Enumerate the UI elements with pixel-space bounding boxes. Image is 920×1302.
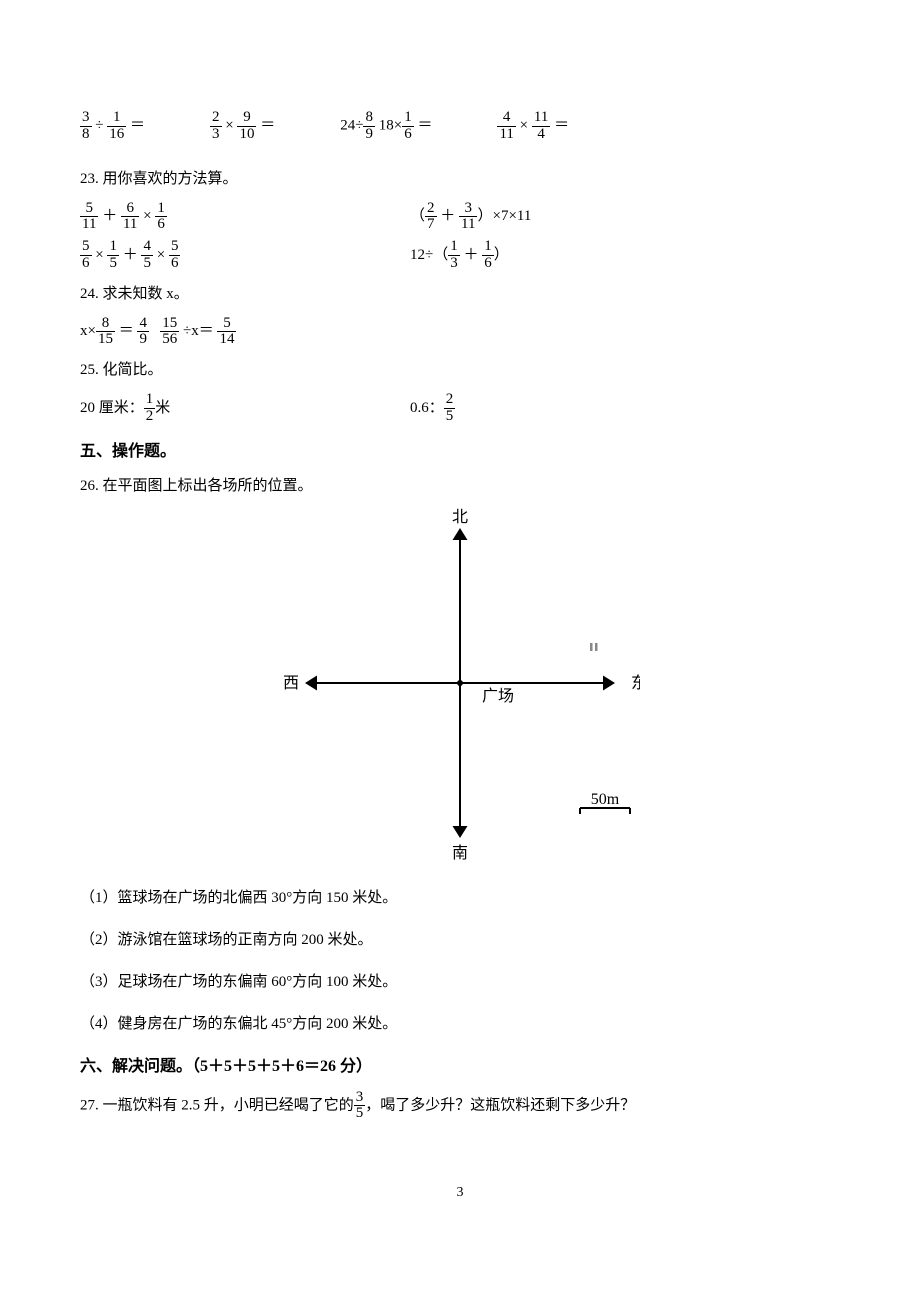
q26-item-3: （3）足球场在广场的东偏南 60°方向 100 米处。 — [80, 970, 840, 994]
eq-2: 23 × 910 ＝ — [210, 110, 275, 143]
eq-1: 38 ÷ 116 ＝ — [80, 110, 145, 143]
equation-row-1: 38 ÷ 116 ＝ 23 × 910 ＝ 24÷89 18×16 ＝ 411 … — [80, 110, 840, 143]
svg-text:广场: 广场 — [482, 687, 514, 705]
q23-row1: 511 ＋ 611 × 16 （27 ＋ 311）×7×11 — [80, 201, 840, 234]
q24-label: 24. 求未知数 x。 — [80, 282, 840, 306]
section-6-head: 六、解决问题。（5＋5＋5＋5＋6＝26 分） — [80, 1054, 840, 1080]
q26-items: （1）篮球场在广场的北偏西 30°方向 150 米处。 （2）游泳馆在篮球场的正… — [80, 886, 840, 1036]
section-5-head: 五、操作题。 — [80, 439, 840, 465]
svg-text:西: 西 — [283, 675, 299, 692]
svg-text:东: 东 — [631, 674, 640, 692]
compass-diagram: 北南 东 西广场 50m — [80, 508, 840, 868]
q26-item-4: （4）健身房在广场的东偏北 45°方向 200 米处。 — [80, 1012, 840, 1036]
q25-label: 25. 化简比。 — [80, 358, 840, 382]
page-content: 38 ÷ 116 ＝ 23 × 910 ＝ 24÷89 18×16 ＝ 411 … — [0, 0, 920, 1245]
q26-item-2: （2）游泳馆在篮球场的正南方向 200 米处。 — [80, 928, 840, 952]
eq-4: 411 × 114 ＝ — [497, 110, 569, 143]
q24-expr: x×815 ＝ 49 1556 ÷x＝ 514 — [80, 316, 840, 349]
svg-text:北: 北 — [452, 508, 468, 526]
q27: 27. 一瓶饮料有 2.5 升，小明已经喝了它的35，喝了多少升？这瓶饮料还剩下… — [80, 1090, 840, 1123]
svg-text:南: 南 — [452, 844, 468, 862]
q26-label: 26. 在平面图上标出各场所的位置。 — [80, 474, 840, 498]
compass-svg: 北南 东 西广场 50m — [280, 508, 640, 868]
svg-text:50m: 50m — [591, 791, 620, 808]
q25-row: 20 厘米：12米 0.6：25 — [80, 392, 840, 425]
q23-row2: 56 × 15 ＋ 45 × 56 12÷（13 ＋ 16） — [80, 239, 840, 272]
q26-item-1: （1）篮球场在广场的北偏西 30°方向 150 米处。 — [80, 886, 840, 910]
q23-label: 23. 用你喜欢的方法算。 — [80, 167, 840, 191]
eq-3: 24÷89 18×16 ＝ — [340, 110, 432, 143]
page-number: 3 — [80, 1182, 840, 1204]
